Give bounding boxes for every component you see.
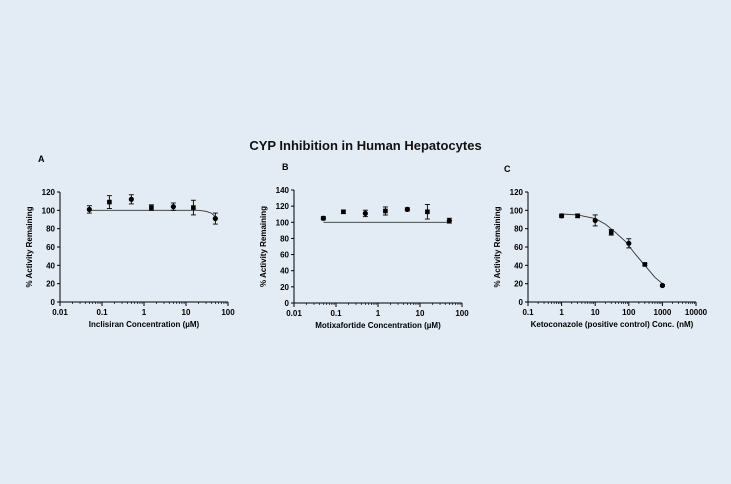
y-tick-label: 120 xyxy=(42,188,56,197)
figure-title: CYP Inhibition in Human Hepatocytes xyxy=(249,138,482,153)
chart-c: C 0 20 40 60 80 100 120 0.1 1 10 100 1000 10000 Ketoco… xyxy=(493,164,708,329)
x-tick-label: 0.1 xyxy=(522,308,534,317)
data-point xyxy=(149,205,154,210)
data-point xyxy=(575,213,580,219)
chart-b: B 0 20 40 60 80 100 120 140 0.01 0.1 1 10 100 Motixafo… xyxy=(259,162,469,330)
data-point xyxy=(425,209,430,215)
y-tick-label: 40 xyxy=(46,261,55,270)
y-tick-label: 40 xyxy=(514,261,523,270)
data-point xyxy=(404,206,410,212)
x-axis-label: Motixafortide Concentration (µM) xyxy=(315,321,441,330)
x-axis-label: Inclisiran Concentration (µM) xyxy=(89,320,200,329)
y-tick-label: 120 xyxy=(276,202,290,211)
y-tick-label: 80 xyxy=(46,225,55,234)
x-tick-label: 10000 xyxy=(685,308,708,317)
x-axis-label: Ketoconazole (positive control) Conc. (n… xyxy=(531,320,694,329)
y-tick-label: 60 xyxy=(280,251,289,260)
data-point xyxy=(170,204,176,210)
y-tick-label: 0 xyxy=(519,298,524,307)
data-point xyxy=(320,215,326,221)
fit-curve xyxy=(89,209,216,218)
x-tick-label: 100 xyxy=(221,308,235,317)
panel-c: C 0 20 40 60 80 100 120 0.1 1 10 100 1000 10000 Ketoco… xyxy=(486,150,726,340)
y-tick-label: 100 xyxy=(276,218,290,227)
data-point xyxy=(608,230,614,235)
x-tick-label: 0.1 xyxy=(330,309,342,318)
y-tick-label: 40 xyxy=(280,267,289,276)
y-axis-label: % Activity Remaining xyxy=(25,206,34,287)
x-tick-label: 1 xyxy=(559,308,564,317)
panel-a: A 0 20 40 60 80 100 120 0.01 0.1 1 10 100 Inclisiran … xyxy=(20,150,260,340)
x-tick-label: 10 xyxy=(591,308,600,317)
data-point xyxy=(446,218,452,224)
y-tick-label: 20 xyxy=(46,280,55,289)
panel-label: C xyxy=(504,164,511,174)
data-point xyxy=(128,196,134,202)
y-tick-label: 20 xyxy=(280,283,289,292)
y-tick-label: 60 xyxy=(514,243,523,252)
x-tick-label: 1 xyxy=(142,308,147,317)
y-tick-label: 80 xyxy=(280,234,289,243)
panel-label: A xyxy=(38,154,45,164)
data-point xyxy=(383,208,388,214)
x-tick-label: 1 xyxy=(376,309,381,318)
y-tick-label: 100 xyxy=(42,206,56,215)
y-tick-label: 0 xyxy=(51,298,56,307)
data-point xyxy=(191,205,196,210)
y-tick-label: 20 xyxy=(514,280,523,289)
data-point xyxy=(626,240,632,246)
data-point xyxy=(362,210,368,217)
data-point xyxy=(592,217,598,224)
x-tick-label: 100 xyxy=(455,309,469,318)
y-tick-label: 80 xyxy=(514,225,523,234)
y-tick-label: 100 xyxy=(510,206,524,215)
x-tick-label: 100 xyxy=(622,308,636,317)
data-point xyxy=(341,209,346,215)
data-point xyxy=(212,215,218,222)
x-tick-label: 0.01 xyxy=(286,309,302,318)
panel-b: B 0 20 40 60 80 100 120 140 0.01 0.1 1 10 100 Motixafo… xyxy=(259,150,502,340)
y-tick-label: 120 xyxy=(510,188,524,197)
data-point xyxy=(107,199,112,205)
data-point xyxy=(642,262,648,267)
y-axis-label: % Activity Remaining xyxy=(493,206,502,287)
y-axis-label: % Activity Remaining xyxy=(259,206,268,287)
x-tick-label: 1000 xyxy=(654,308,672,317)
x-tick-label: 0.01 xyxy=(52,308,68,317)
data-point xyxy=(86,206,92,213)
data-point xyxy=(559,213,565,219)
x-tick-label: 10 xyxy=(416,309,425,318)
data-point xyxy=(659,282,665,289)
fit-curve xyxy=(561,213,663,285)
y-tick-label: 140 xyxy=(276,186,290,195)
x-tick-label: 0.1 xyxy=(96,308,108,317)
chart-a: A 0 20 40 60 80 100 120 0.01 0.1 1 10 100 Inclisiran … xyxy=(25,154,235,329)
y-tick-label: 60 xyxy=(46,243,55,252)
panel-label: B xyxy=(282,162,289,172)
y-tick-label: 0 xyxy=(285,299,290,308)
x-tick-label: 10 xyxy=(182,308,191,317)
